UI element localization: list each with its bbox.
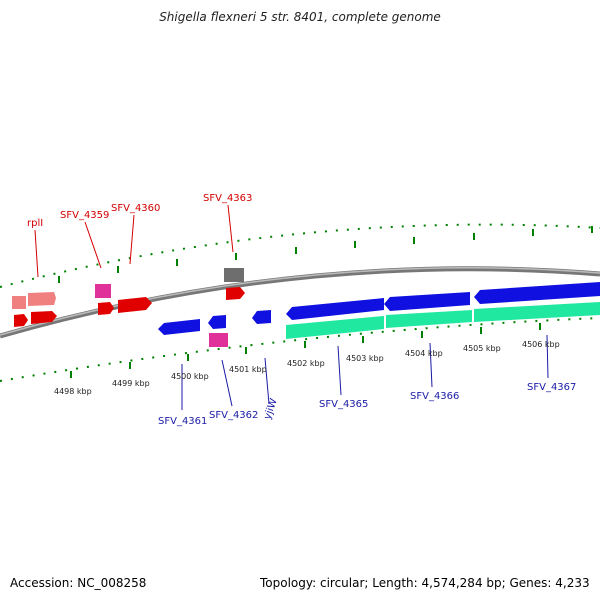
gene-label-sfv-4362[interactable]: SFV_4362 <box>209 410 258 421</box>
gene-label-yjiw[interactable]: yjiW <box>262 397 280 421</box>
label-leader <box>84 221 102 269</box>
gene-label-sfv-4367[interactable]: SFV_4367 <box>527 382 576 393</box>
label-leader <box>264 357 270 405</box>
gene-label-sfv-4363[interactable]: SFV_4363 <box>203 193 252 204</box>
gene-arrow[interactable] <box>286 298 384 320</box>
gene-arrow[interactable] <box>28 292 56 306</box>
label-leader <box>227 204 234 253</box>
gene-arrow[interactable] <box>12 296 26 309</box>
rna-feature[interactable] <box>95 284 111 298</box>
reverse-label-leaders <box>181 334 549 410</box>
tick-label: 4502 kbp <box>287 359 325 368</box>
gene-label-sfv-4359[interactable]: SFV_4359 <box>60 210 109 221</box>
accession-label: Accession: NC_008258 <box>10 576 147 590</box>
tick-label: 4500 kbp <box>171 372 209 381</box>
label-leader <box>546 334 549 379</box>
label-leader <box>34 229 39 278</box>
gene-label-sfv-4360[interactable]: SFV_4360 <box>111 203 160 214</box>
cds-feature[interactable] <box>386 310 472 328</box>
label-leader <box>337 345 342 396</box>
gene-label-sfv-4365[interactable]: SFV_4365 <box>319 399 368 410</box>
tick-label: 4501 kbp <box>229 365 267 374</box>
label-leader <box>429 342 433 388</box>
label-leader <box>221 359 233 407</box>
tick-label: 4506 kbp <box>522 340 560 349</box>
cds-feature[interactable] <box>474 302 600 322</box>
genome-backbone <box>0 266 600 339</box>
tick-label: 4498 kbp <box>54 387 92 396</box>
reverse-features <box>158 282 600 347</box>
cds-feature[interactable] <box>286 316 384 339</box>
tick-label: 4503 kbp <box>346 354 384 363</box>
reverse-major-ticks <box>70 323 541 378</box>
map-title: Shigella flexneri 5 str. 8401, complete … <box>159 10 441 24</box>
gene-arrow[interactable] <box>31 311 57 324</box>
gene-label-sfv-4366[interactable]: SFV_4366 <box>410 391 459 402</box>
gene-label-rplI[interactable]: rplI <box>27 218 43 229</box>
rna-feature[interactable] <box>209 333 228 347</box>
tick-label: 4499 kbp <box>112 379 150 388</box>
gene-arrow[interactable] <box>14 314 28 327</box>
gene-arrow[interactable] <box>384 292 470 311</box>
genome-backbone-highlight <box>0 267 600 336</box>
gene-arrow[interactable] <box>118 297 152 313</box>
gene-arrow[interactable] <box>98 302 114 315</box>
gene-arrow[interactable] <box>226 287 245 300</box>
tick-label: 4505 kbp <box>463 344 501 353</box>
forward-major-ticks <box>58 226 593 283</box>
forward-label-leaders <box>34 204 234 278</box>
gene-arrow[interactable] <box>158 319 200 335</box>
gene-label-sfv-4361[interactable]: SFV_4361 <box>158 416 207 427</box>
gene-arrow[interactable] <box>474 282 600 304</box>
gene-feature[interactable] <box>224 268 244 282</box>
forward-features <box>12 268 245 327</box>
gene-arrow[interactable] <box>252 310 271 324</box>
tick-label: 4504 kbp <box>405 349 443 358</box>
genome-summary: Topology: circular; Length: 4,574,284 bp… <box>260 576 590 590</box>
gene-arrow[interactable] <box>208 315 226 329</box>
label-leader <box>129 214 135 265</box>
